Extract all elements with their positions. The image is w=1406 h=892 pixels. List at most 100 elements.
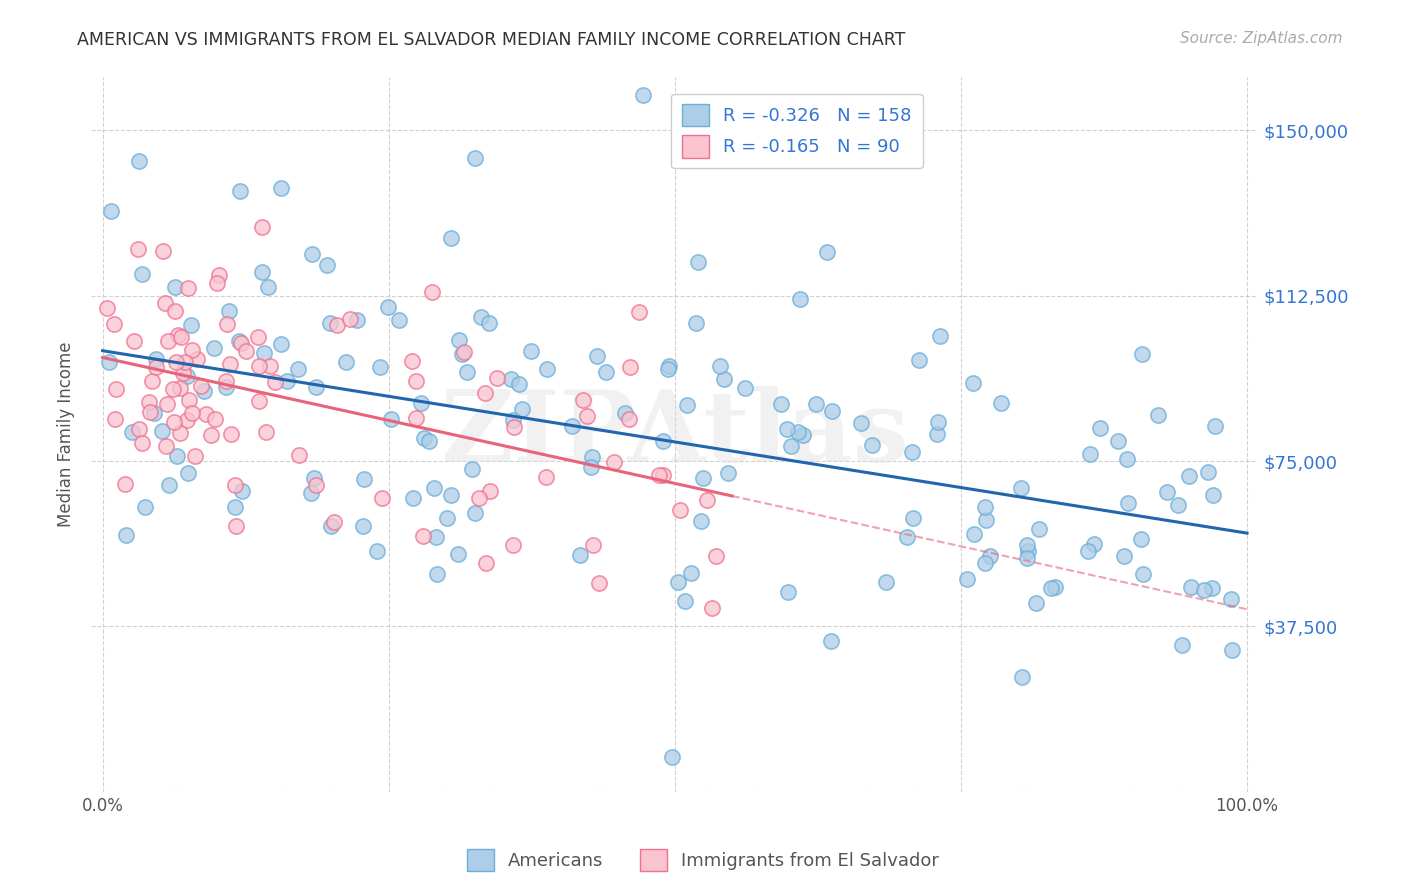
Point (779, 439, 801, 453)
Point (820, 634, 842, 648)
Point (510, 401, 533, 416)
Point (901, 511, 924, 525)
Point (346, 313, 368, 327)
Point (470, 310, 492, 325)
Point (817, 244, 839, 259)
Point (127, 242, 149, 256)
Point (200, 428, 222, 442)
Point (96, 301, 118, 316)
Point (305, 379, 328, 393)
Point (412, 529, 434, 543)
Point (485, 371, 508, 385)
Point (479, 484, 502, 499)
Point (155, 397, 177, 411)
Point (1180, 580, 1202, 594)
Point (411, 396, 433, 410)
Point (418, 434, 440, 449)
Point (166, 327, 188, 342)
Point (704, 549, 727, 563)
Point (270, 337, 292, 351)
Point (177, 281, 200, 295)
Y-axis label: Median Family Income: Median Family Income (58, 342, 75, 527)
Point (717, 466, 740, 480)
Point (339, 311, 361, 326)
Point (685, 316, 707, 330)
Point (247, 394, 270, 409)
Point (405, 410, 427, 425)
Point (176, 412, 198, 426)
Point (475, 557, 498, 571)
Point (1156, 485, 1178, 500)
Point (172, 366, 194, 380)
Point (97, 354, 120, 368)
Point (502, 413, 524, 427)
Point (673, 594, 696, 608)
Point (503, 419, 526, 434)
Point (990, 396, 1012, 410)
Point (166, 449, 188, 463)
Point (627, 305, 650, 319)
Point (613, 406, 636, 420)
Point (377, 300, 399, 314)
Point (561, 419, 583, 434)
Point (145, 359, 167, 374)
Point (155, 439, 177, 453)
Point (575, 409, 598, 423)
Point (121, 425, 143, 439)
Point (425, 530, 447, 544)
Point (401, 354, 423, 368)
Point (789, 292, 811, 306)
Point (1040, 581, 1063, 595)
Point (143, 406, 166, 420)
Point (1088, 421, 1111, 435)
Point (979, 549, 1001, 564)
Point (1220, 643, 1243, 657)
Point (974, 556, 997, 570)
Point (352, 519, 374, 533)
Point (208, 268, 231, 283)
Point (900, 445, 922, 459)
Point (224, 500, 246, 514)
Point (270, 181, 292, 195)
Point (173, 355, 195, 369)
Point (170, 329, 193, 343)
Point (908, 352, 931, 367)
Point (253, 346, 276, 360)
Point (1045, 581, 1067, 595)
Point (572, 392, 595, 407)
Point (713, 372, 735, 386)
Point (420, 285, 443, 300)
Point (456, 365, 478, 379)
Point (247, 359, 270, 374)
Point (218, 357, 240, 371)
Point (776, 584, 799, 599)
Text: Source: ZipAtlas.com: Source: ZipAtlas.com (1180, 31, 1343, 46)
Point (1083, 536, 1105, 550)
Point (259, 359, 281, 374)
Point (1115, 452, 1137, 467)
Point (1146, 409, 1168, 423)
Point (225, 518, 247, 533)
Point (536, 362, 558, 376)
Point (927, 415, 949, 429)
Point (449, 334, 471, 348)
Legend: R = -0.326   N = 158, R = -0.165   N = 90: R = -0.326 N = 158, R = -0.165 N = 90 (671, 94, 922, 169)
Point (423, 481, 446, 495)
Point (276, 374, 298, 388)
Point (925, 427, 948, 442)
Point (956, 573, 979, 587)
Point (508, 376, 530, 391)
Point (204, 411, 226, 425)
Point (229, 335, 252, 350)
Point (176, 368, 198, 383)
Point (776, 422, 799, 436)
Point (388, 313, 411, 327)
Point (709, 359, 731, 373)
Point (1201, 581, 1223, 595)
Point (1028, 522, 1050, 536)
Point (326, 318, 349, 333)
Point (769, 397, 792, 411)
Point (1107, 434, 1129, 449)
Point (131, 436, 153, 450)
Point (301, 247, 323, 261)
